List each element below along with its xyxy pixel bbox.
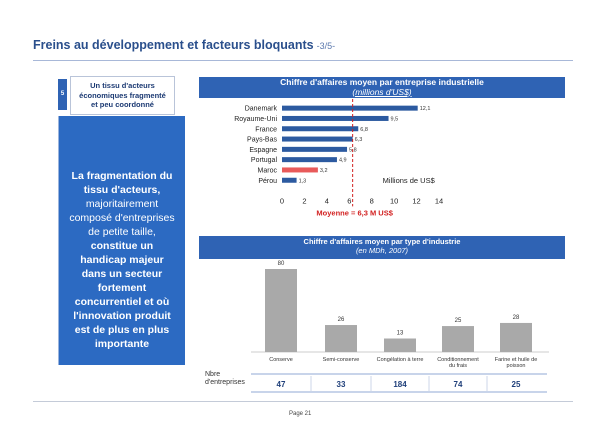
category-label: Conserve [269, 357, 293, 363]
bar [282, 115, 389, 121]
x-tick-label: 12 [412, 196, 420, 205]
bar [500, 322, 532, 352]
message-line: fortement [97, 282, 147, 294]
count-label-line: d'entreprises [205, 379, 245, 386]
title-page-counter: -3/5- [316, 41, 336, 51]
bar [282, 167, 318, 173]
bar [282, 177, 297, 183]
bar-value-label: 12,1 [420, 106, 431, 112]
bar-value-label: 6,8 [360, 127, 368, 133]
category-label: Maroc [258, 167, 278, 174]
chart2-title: Chiffre d'affaires moyen par type d'indu… [303, 237, 461, 246]
bar-value-label: 4,9 [339, 158, 347, 164]
message-line: majoritairement [85, 198, 159, 210]
bar-value-label: 80 [278, 261, 285, 267]
bar [265, 269, 297, 352]
bar-value-label: 26 [338, 317, 345, 323]
bar [282, 146, 348, 152]
footer-divider [33, 401, 573, 402]
unit-label: Millions de US$ [383, 176, 436, 185]
message-line: tissu d'acteurs, [83, 184, 161, 196]
message-line: composé d'entreprises [69, 212, 175, 224]
x-tick-label: 8 [370, 196, 374, 205]
category-label: Farine et huile de poisson [495, 357, 538, 369]
category-labels: Conserve Semi-conserve Congélation à terre… [269, 357, 538, 369]
chart2-subtitle: (en MDh, 2007) [355, 246, 409, 255]
company-count-value: 33 [337, 380, 346, 389]
category-label: Congélation à terre [377, 357, 424, 363]
chart1-title: Chiffre d'affaires moyen par entreprise … [280, 77, 484, 87]
x-tick-label: 10 [390, 196, 398, 205]
bar-value-label: 6,3 [355, 137, 363, 143]
topic-box: Un tissu d'acteurs économiques fragmenté… [70, 76, 175, 115]
key-message-panel [58, 116, 185, 365]
chart1-plot: Danemark 12,1 Royaume-Uni 9,5 France 6,8 Pays-… [234, 99, 443, 217]
chart2-header: Chiffre d'affaires moyen par type d'indu… [199, 236, 565, 259]
topic-line: Un tissu d'acteurs [90, 81, 155, 91]
bar-value-label: 28 [513, 315, 520, 321]
category-label: Pérou [258, 178, 277, 185]
topic-line: et peu coordonné [91, 100, 154, 110]
message-line: dans un secteur [81, 268, 163, 280]
category-label: Semi-conserve [323, 357, 360, 363]
bar-value-label: 3,2 [320, 168, 328, 174]
bar [325, 325, 357, 352]
message-line: l'innovation produit [73, 310, 171, 322]
bar-value-label: 25 [455, 318, 462, 324]
bar [282, 105, 418, 111]
topic-text: Un tissu d'acteurs économiques fragmenté… [79, 81, 166, 110]
key-message-text: La fragmentation du tissu d'acteurs, maj… [60, 169, 184, 351]
bar [282, 136, 353, 142]
average-label: Moyenne = 6,3 M US$ [316, 208, 393, 217]
bar [442, 326, 474, 352]
bar [384, 338, 416, 352]
bar [282, 157, 337, 163]
category-label: Royaume-Uni [234, 116, 277, 123]
x-tick-label: 4 [325, 196, 329, 205]
section-number-badge: 5 [58, 79, 67, 110]
company-count-value: 25 [512, 380, 521, 389]
bar-value-label: 9,5 [391, 116, 399, 122]
x-tick-label: 6 [347, 196, 351, 205]
message-line: est de plus en plus [74, 324, 170, 336]
company-count-value: 184 [393, 380, 407, 389]
count-label-line: Nbre [205, 371, 221, 378]
message-line: concurrentiel et où [74, 296, 170, 308]
bar [282, 126, 359, 132]
company-count-value: 74 [454, 380, 463, 389]
category-label: Pays-Bas [247, 137, 277, 144]
message-line: La fragmentation du [71, 170, 173, 182]
chart1-subtitle: (millions d'US$) [352, 86, 412, 97]
category-label: France [255, 126, 277, 133]
category-label: Portugal [251, 157, 278, 164]
category-label: Conditionnement du frais [437, 357, 479, 369]
bar-value-label: 13 [397, 331, 404, 337]
page-number: Page 21 [289, 411, 312, 417]
company-count-table: 47 33 184 74 25 [251, 373, 547, 393]
message-line: importante [94, 338, 150, 350]
bar-value-label: 1,3 [299, 178, 307, 184]
page-title: Freins au développement et facteurs bloq… [33, 38, 335, 52]
category-label: Espagne [249, 147, 277, 154]
chart1-header: Chiffre d'affaires moyen par entreprise … [199, 77, 565, 98]
chart2-plot: 80 26 13 25 28 [251, 261, 549, 353]
x-tick-label: 2 [302, 196, 306, 205]
company-count-label: Nbre d'entreprises [205, 371, 245, 387]
title-text: Freins au développement et facteurs bloq… [33, 38, 314, 52]
title-divider [33, 60, 573, 61]
x-tick-label: 0 [280, 196, 284, 205]
message-line: de petite taille, [88, 226, 156, 238]
x-tick-label: 14 [435, 196, 443, 205]
message-line: handicap majeur [80, 254, 164, 266]
company-count-value: 47 [277, 380, 286, 389]
topic-line: économiques fragmenté [79, 90, 166, 100]
category-label: Danemark [245, 106, 278, 113]
message-line: constitue un [90, 240, 154, 252]
